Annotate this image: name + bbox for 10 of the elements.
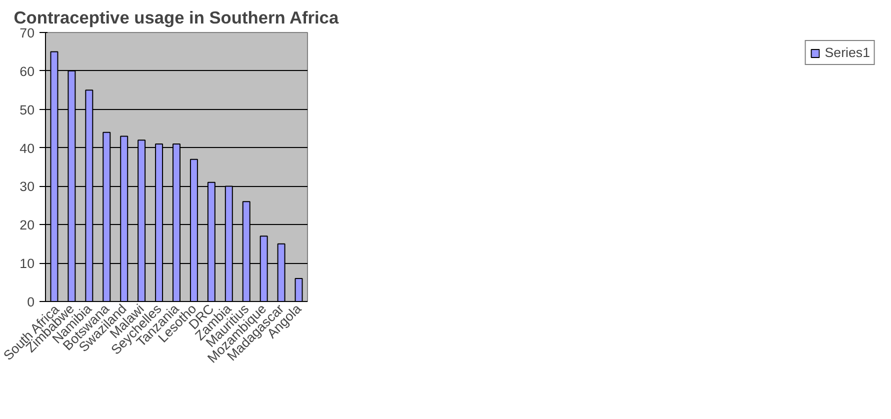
y-tick-label: 0 xyxy=(27,294,35,310)
y-tick-label: 60 xyxy=(20,64,35,79)
y-tick-label: 50 xyxy=(20,102,35,118)
y-tick-label: 30 xyxy=(20,179,35,194)
y-tick-label: 40 xyxy=(20,140,35,156)
y-tick-label: 70 xyxy=(20,26,35,40)
y-tick-label: 10 xyxy=(20,256,35,272)
legend-label: Series1 xyxy=(824,45,870,60)
y-tick-label: 20 xyxy=(20,218,35,233)
chart-title: Contraceptive usage in Southern Africa xyxy=(14,8,339,28)
